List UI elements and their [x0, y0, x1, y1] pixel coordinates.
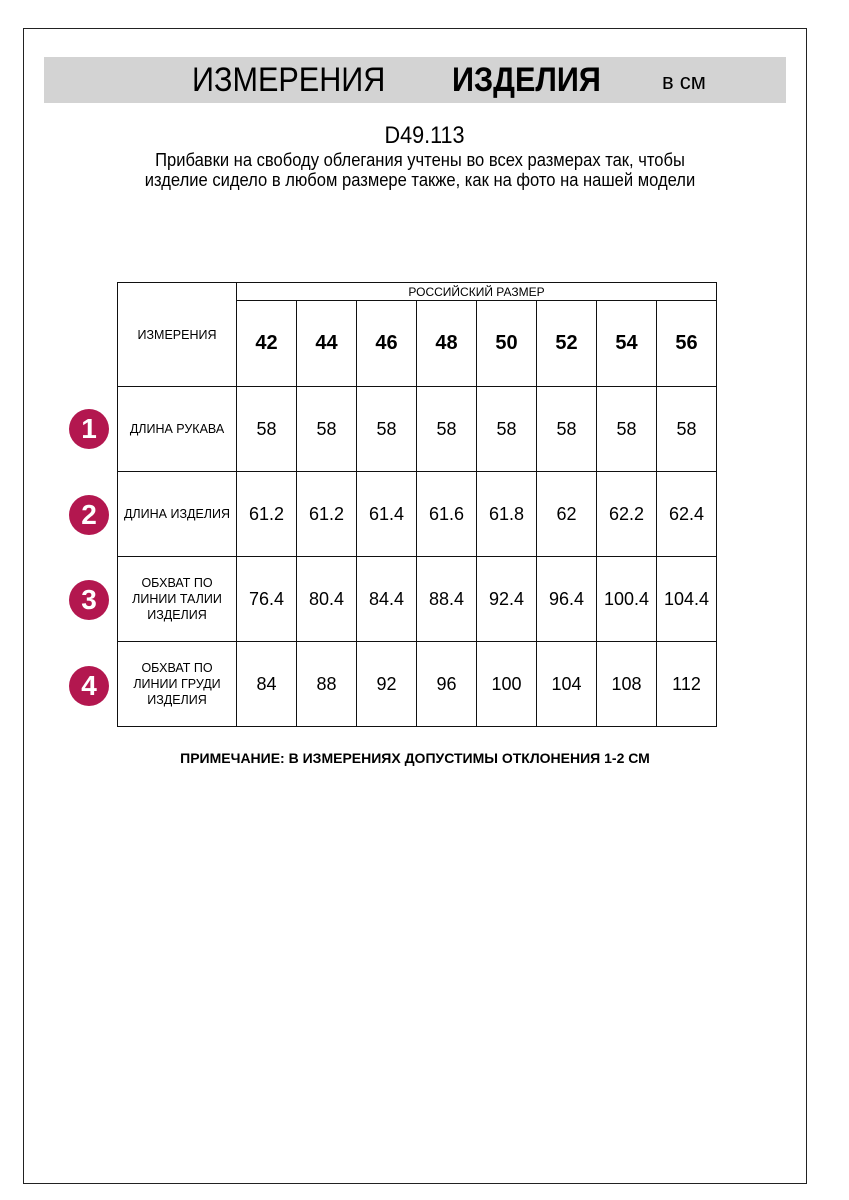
title-regular: ИЗМЕРЕНИЯ: [192, 61, 386, 99]
measurement-value: 104: [536, 641, 597, 727]
table-row: ОБХВАТ ПО ЛИНИИ ТАЛИИ ИЗДЕЛИЯ 76.4 80.4 84.…: [117, 556, 717, 642]
measurement-value: 62.2: [596, 471, 657, 557]
measurement-value: 58: [356, 386, 417, 472]
measurement-value: 92: [356, 641, 417, 727]
measurement-value: 108: [596, 641, 657, 727]
measurement-value: 61.4: [356, 471, 417, 557]
measurement-value: 80.4: [296, 556, 357, 642]
table-row: ДЛИНА РУКАВА 58 58 58 58 58 58 58 58: [117, 386, 717, 472]
size-header: 56: [656, 300, 717, 387]
measurement-value: 100.4: [596, 556, 657, 642]
row-number-badge: 1: [69, 409, 109, 449]
size-header: 44: [296, 300, 357, 387]
measurement-label: ДЛИНА РУКАВА: [117, 386, 237, 472]
note: ПРИМЕЧАНИЕ: В ИЗМЕРЕНИЯХ ДОПУСТИМЫ ОТКЛО…: [180, 750, 650, 766]
measurement-value: 62: [536, 471, 597, 557]
measurement-value: 61.2: [296, 471, 357, 557]
measurement-value: 96.4: [536, 556, 597, 642]
product-code: D49.113: [384, 122, 465, 149]
description: Прибавки на свободу облегания учтены во …: [144, 150, 696, 190]
measurement-value: 62.4: [656, 471, 717, 557]
measurement-value: 112: [656, 641, 717, 727]
size-header: 54: [596, 300, 657, 387]
measurements-table: ИЗМЕРЕНИЯ РОССИЙСКИЙ РАЗМЕР 42 44 46 48 50 52…: [117, 282, 717, 727]
measurement-value: 96: [416, 641, 477, 727]
size-header: 46: [356, 300, 417, 387]
table-row: ДЛИНА ИЗДЕЛИЯ 61.2 61.2 61.4 61.6 61.8 62 62.2 6…: [117, 471, 717, 557]
title-bar: [44, 57, 786, 103]
size-header: 50: [476, 300, 537, 387]
measurement-value: 104.4: [656, 556, 717, 642]
size-header: 42: [236, 300, 297, 387]
corner-label: ИЗМЕРЕНИЯ: [117, 282, 237, 387]
measurement-value: 58: [536, 386, 597, 472]
size-header: 48: [416, 300, 477, 387]
title-units: в см: [662, 69, 706, 94]
measurement-value: 92.4: [476, 556, 537, 642]
measurement-value: 58: [296, 386, 357, 472]
measurement-label: ОБХВАТ ПО ЛИНИИ ТАЛИИ ИЗДЕЛИЯ: [117, 556, 237, 642]
measurement-value: 58: [656, 386, 717, 472]
sizes-row: 42 44 46 48 50 52 54 56: [118, 300, 717, 387]
row-number-badge: 4: [69, 665, 109, 706]
measurement-value: 76.4: [236, 556, 297, 642]
measurement-value: 84: [236, 641, 297, 727]
row-number-badge: 3: [69, 580, 109, 620]
measurement-value: 58: [236, 386, 297, 472]
page-frame: [23, 28, 807, 1184]
measurement-label: ОБХВАТ ПО ЛИНИИ ГРУДИ ИЗДЕЛИЯ: [117, 641, 237, 727]
measurement-value: 58: [596, 386, 657, 472]
measurement-value: 88.4: [416, 556, 477, 642]
measurement-value: 61.8: [476, 471, 537, 557]
title-bold: ИЗДЕЛИЯ: [452, 61, 601, 99]
measurement-value: 58: [476, 386, 537, 472]
measurement-value: 88: [296, 641, 357, 727]
measurement-value: 58: [416, 386, 477, 472]
measurement-label: ДЛИНА ИЗДЕЛИЯ: [117, 471, 237, 557]
measurement-value: 84.4: [356, 556, 417, 642]
table-row: ОБХВАТ ПО ЛИНИИ ГРУДИ ИЗДЕЛИЯ 84 88 92 96 100…: [117, 641, 717, 727]
measurement-value: 61.6: [416, 471, 477, 557]
size-group-header: РОССИЙСКИЙ РАЗМЕР: [236, 282, 717, 301]
measurement-value: 100: [476, 641, 537, 727]
measurement-value: 61.2: [236, 471, 297, 557]
size-header: 52: [536, 300, 597, 387]
row-number-badge: 2: [69, 494, 109, 535]
